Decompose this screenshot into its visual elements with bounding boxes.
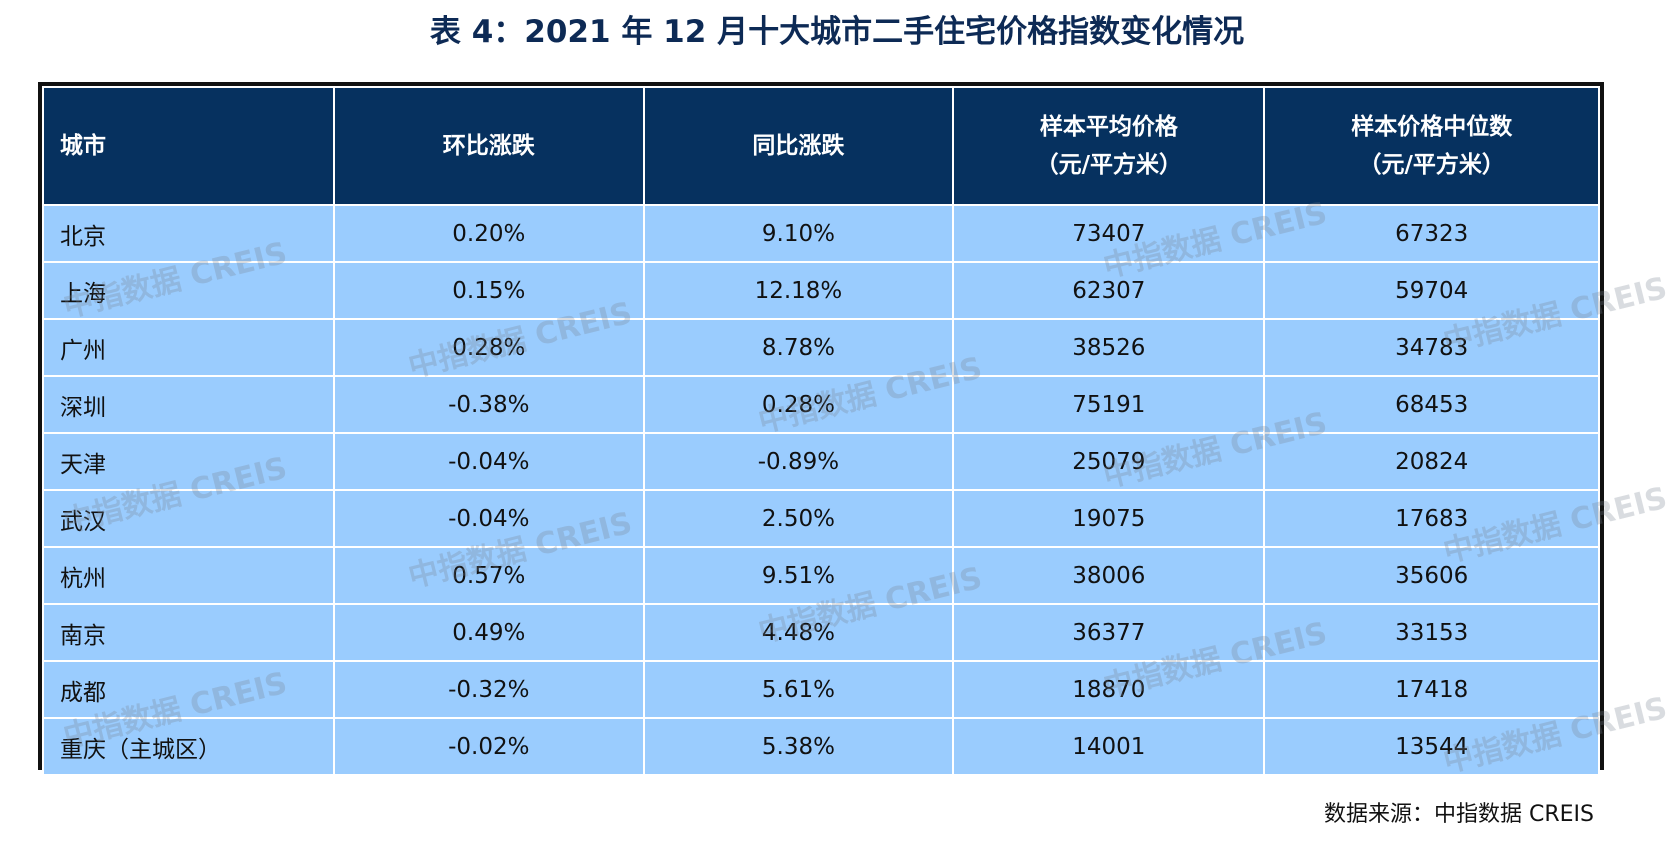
- table-cell: -0.89%: [642, 432, 955, 491]
- table-cell: 33153: [1263, 603, 1600, 662]
- table-row: 深圳 -0.38% 0.28% 75191 68453: [42, 375, 1600, 434]
- table-row: 南京 0.49% 4.48% 36377 33153: [42, 603, 1600, 662]
- table-cell: 68453: [1263, 375, 1600, 434]
- table-cell: 0.49%: [332, 603, 645, 662]
- table-cell: 武汉: [42, 489, 335, 548]
- table-cell: 9.10%: [642, 204, 955, 263]
- table-cell: 0.20%: [332, 204, 645, 263]
- table-row: 武汉 -0.04% 2.50% 19075 17683: [42, 489, 1600, 548]
- table-cell: 成都: [42, 660, 335, 719]
- table-cell: 17683: [1263, 489, 1600, 548]
- table-cell: 南京: [42, 603, 335, 662]
- price-index-table: 城市 环比涨跌 同比涨跌 样本平均价格 （元/平方米） 样本价格中位数 （元/平方米） …: [38, 82, 1604, 776]
- table-cell: 18870: [952, 660, 1266, 719]
- table-cell: 0.28%: [642, 375, 955, 434]
- table-row: 成都 -0.32% 5.61% 18870 17418: [42, 660, 1600, 719]
- table-cell: 62307: [952, 261, 1266, 320]
- table-cell: 天津: [42, 432, 335, 491]
- table-cell: 38526: [952, 318, 1266, 377]
- table-cell: 67323: [1263, 204, 1600, 263]
- table-cell: 9.51%: [642, 546, 955, 605]
- column-header: 城市: [42, 86, 335, 206]
- table-cell: 13544: [1263, 717, 1600, 776]
- table-cell: 20824: [1263, 432, 1600, 491]
- table-cell: 5.61%: [642, 660, 955, 719]
- table-cell: 0.15%: [332, 261, 645, 320]
- table-cell: 2.50%: [642, 489, 955, 548]
- column-header: 样本平均价格 （元/平方米）: [952, 86, 1266, 206]
- table-cell: -0.04%: [332, 489, 645, 548]
- table-cell: 北京: [42, 204, 335, 263]
- table-cell: 17418: [1263, 660, 1600, 719]
- table-cell: 8.78%: [642, 318, 955, 377]
- table-cell: 36377: [952, 603, 1266, 662]
- table-cell: 0.28%: [332, 318, 645, 377]
- table-row: 北京 0.20% 9.10% 73407 67323: [42, 204, 1600, 263]
- table-cell: 59704: [1263, 261, 1600, 320]
- column-header: 样本价格中位数 （元/平方米）: [1263, 86, 1600, 206]
- table-cell: 广州: [42, 318, 335, 377]
- table-cell: 12.18%: [642, 261, 955, 320]
- table-row: 杭州 0.57% 9.51% 38006 35606: [42, 546, 1600, 605]
- table-row: 上海 0.15% 12.18% 62307 59704: [42, 261, 1600, 320]
- table-cell: 73407: [952, 204, 1266, 263]
- table-cell: 75191: [952, 375, 1266, 434]
- table-cell: 35606: [1263, 546, 1600, 605]
- data-source: 数据来源：中指数据 CREIS: [1324, 802, 1594, 827]
- table-cell: 38006: [952, 546, 1266, 605]
- table-cell: 14001: [952, 717, 1266, 776]
- table-row: 广州 0.28% 8.78% 38526 34783: [42, 318, 1600, 377]
- column-header: 环比涨跌: [332, 86, 645, 206]
- table-cell: 4.48%: [642, 603, 955, 662]
- table-row: 天津 -0.04% -0.89% 25079 20824: [42, 432, 1600, 491]
- table-cell: 重庆（主城区）: [42, 717, 335, 776]
- table-cell: -0.02%: [332, 717, 645, 776]
- column-header: 同比涨跌: [642, 86, 955, 206]
- table-cell: 25079: [952, 432, 1266, 491]
- table-cell: 上海: [42, 261, 335, 320]
- table-cell: 0.57%: [332, 546, 645, 605]
- table-cell: 5.38%: [642, 717, 955, 776]
- table-row: 重庆（主城区） -0.02% 5.38% 14001 13544: [42, 717, 1600, 776]
- table-cell: 19075: [952, 489, 1266, 548]
- table-cell: -0.32%: [332, 660, 645, 719]
- table-cell: 34783: [1263, 318, 1600, 377]
- table-header-row: 城市 环比涨跌 同比涨跌 样本平均价格 （元/平方米） 样本价格中位数 （元/平方米）: [42, 86, 1600, 206]
- table-cell: -0.38%: [332, 375, 645, 434]
- table-cell: -0.04%: [332, 432, 645, 491]
- table-cell: 杭州: [42, 546, 335, 605]
- table-cell: 深圳: [42, 375, 335, 434]
- table-title: 表 4：2021 年 12 月十大城市二手住宅价格指数变化情况: [429, 14, 1245, 50]
